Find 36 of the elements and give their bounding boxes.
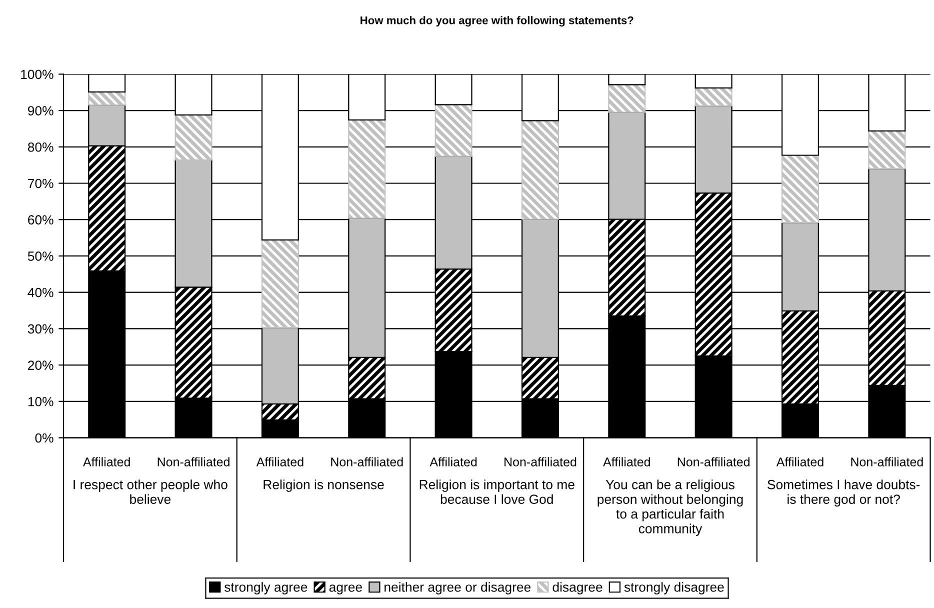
text: I respect other people who believe — [74, 480, 228, 504]
x-tick-label: Non-affiliated — [331, 457, 403, 466]
y-tick-label: 30% — [28, 324, 54, 334]
bar — [434, 74, 472, 106]
bar — [88, 74, 126, 93]
bar — [608, 74, 646, 86]
y-tick-label: 70% — [28, 178, 54, 188]
x-tick-label: Non-affiliated — [504, 457, 576, 466]
y-tick-label: 50% — [28, 252, 54, 261]
text: You can be a religious person without belonging to a particular faith community — [598, 480, 743, 536]
x-tick-label: Affiliated — [776, 457, 824, 466]
y-tick-label: 0% — [35, 433, 54, 443]
y-tick-label: 40% — [28, 288, 54, 298]
x-tick-label: Affiliated — [603, 457, 650, 466]
y-tick-label: 100% — [21, 70, 54, 80]
y-tick-label: 80% — [28, 142, 54, 152]
x-tick-label: Affiliated — [83, 457, 130, 466]
y-tick-label: 60% — [28, 215, 54, 225]
y-tick-label: 90% — [28, 106, 54, 116]
x-tick-label: Affiliated — [430, 457, 477, 466]
chart-title: How much do you agree with following statements? — [360, 16, 634, 27]
legend-label: agree — [329, 584, 362, 594]
text: Religion is nonsense — [264, 480, 384, 492]
legend-label: strongly agree — [224, 582, 308, 594]
legend-label: strongly disagree — [624, 582, 724, 594]
y-tick-label: 10% — [28, 396, 54, 406]
x-tick-label: Affiliated — [256, 457, 304, 466]
x-tick-label: Non-affiliated — [158, 457, 230, 466]
bar — [694, 74, 732, 89]
x-tick-label: Non-affiliated — [678, 457, 750, 466]
legend-label: disagree — [552, 582, 602, 594]
text: Sometimes I have doubts- is there god or not? — [768, 480, 920, 507]
y-tick-label: 20% — [28, 360, 54, 370]
x-tick-label: Non-affiliated — [851, 457, 923, 466]
legend-label: neither agree or disagree — [384, 582, 531, 594]
text: Religion is important to me because I love God — [420, 480, 574, 504]
